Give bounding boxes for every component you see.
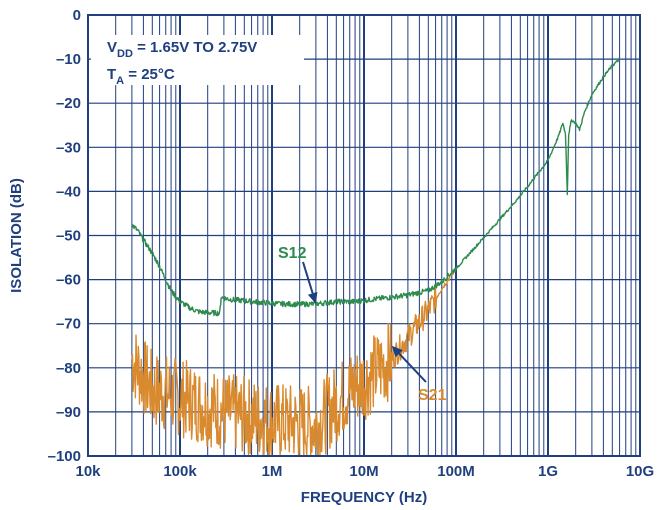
y-tick-label: –70 (56, 316, 81, 333)
series-layer (131, 57, 621, 457)
annotations: S12 S21 (278, 245, 447, 404)
x-tick-labels: 10k 100k 1M 10M 100M 1G 10G (75, 463, 654, 480)
x-tick-label: 100M (437, 463, 475, 480)
annotation-arrow-shaft (398, 353, 427, 383)
y-tick-label: 0 (73, 7, 81, 24)
conditions-ta: TA = 25°C (107, 66, 175, 87)
conditions-vdd: VDD = 1.65V TO 2.75V (107, 39, 257, 60)
y-tick-label: –20 (56, 95, 81, 112)
y-tick-labels: 0 –10 –20 –30 –40 –50 –60 –70 –80 –90 –100 (48, 7, 81, 465)
series-combined-line (455, 57, 621, 270)
y-tick-label: –90 (56, 404, 81, 421)
annotation-label-s12: S12 (278, 245, 307, 262)
annotation-label-s21: S21 (418, 387, 447, 404)
x-tick-label: 1M (262, 463, 283, 480)
series-s21-line (131, 268, 457, 457)
x-tick-label: 100k (163, 463, 197, 480)
series-s12-line (131, 224, 457, 317)
x-tick-label: 10G (626, 463, 654, 480)
y-tick-label: –30 (56, 139, 81, 156)
annotation-arrow-head (391, 345, 403, 358)
x-axis-label: FREQUENCY (Hz) (301, 489, 427, 506)
y-tick-label: –50 (56, 228, 81, 245)
y-tick-label: –10 (56, 51, 81, 68)
x-tick-label: 10k (75, 463, 101, 480)
x-tick-label: 1G (538, 463, 558, 480)
y-tick-label: –40 (56, 183, 81, 200)
x-tick-label: 10M (349, 463, 378, 480)
y-tick-label: –100 (48, 448, 81, 465)
y-axis-label: ISOLATION (dB) (8, 178, 25, 293)
conditions-box (91, 35, 304, 85)
plot-frame (87, 14, 641, 457)
y-tick-label: –60 (56, 272, 81, 289)
annotation-arrow-shaft (302, 261, 314, 294)
annotation-arrow-head (307, 291, 318, 304)
y-tick-label: –80 (56, 360, 81, 377)
